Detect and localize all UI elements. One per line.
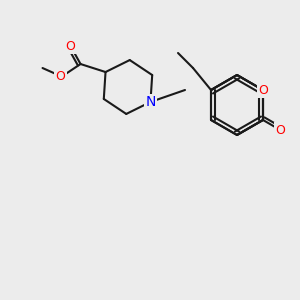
Text: O: O (275, 124, 285, 136)
Text: N: N (145, 95, 156, 109)
Text: O: O (66, 40, 76, 52)
Text: O: O (56, 70, 65, 83)
Text: O: O (258, 83, 268, 97)
